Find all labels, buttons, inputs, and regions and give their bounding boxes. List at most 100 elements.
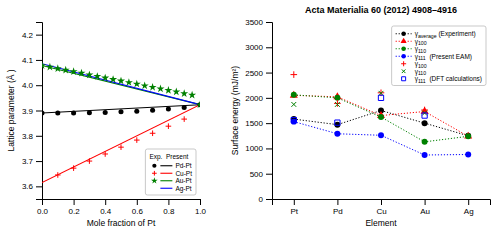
legend-line — [160, 173, 172, 174]
series-line — [294, 122, 468, 155]
data-point — [182, 105, 187, 110]
legend: Exp. PresentPd-PtCu-PtAu-PtAg-Pt — [145, 149, 196, 195]
tick-label: 3.9 — [22, 107, 34, 116]
tick-mark — [266, 148, 272, 149]
data-point — [71, 111, 76, 116]
tick-mark — [425, 199, 426, 205]
data-point — [378, 95, 383, 100]
data-point — [166, 106, 171, 111]
tick: 3.8 — [22, 132, 42, 141]
data-point — [164, 86, 172, 94]
data-point — [291, 119, 297, 125]
tick: 1500 — [245, 119, 272, 128]
legend-marker — [402, 69, 406, 73]
tick-mark — [36, 60, 42, 61]
panel: 3.63.73.83.94.04.14.20.00.20.40.60.81.0M… — [6, 23, 207, 229]
data-point — [465, 133, 471, 139]
data-point — [464, 132, 472, 139]
chart-container: 3.63.73.83.94.04.14.20.00.20.40.60.81.0M… — [0, 0, 499, 231]
data-point — [188, 91, 196, 99]
data-point — [42, 61, 46, 69]
data-point — [77, 69, 85, 77]
tick-label: 3.6 — [22, 182, 34, 191]
data-point — [87, 158, 93, 164]
tick: 4.1 — [22, 56, 42, 65]
tick: 0.4 — [100, 199, 112, 216]
tick: 500 — [250, 170, 272, 179]
tick-label: Au — [420, 207, 430, 216]
data-point — [87, 110, 92, 115]
data-point — [334, 95, 340, 101]
data-point — [421, 107, 428, 114]
data-point — [118, 109, 123, 114]
tick: Au — [420, 199, 430, 216]
legend-line — [160, 180, 172, 181]
series-line — [294, 95, 468, 136]
data-point — [172, 88, 180, 96]
data-point — [196, 100, 200, 108]
legend-item: Cu-Pt — [152, 170, 192, 177]
data-point — [465, 152, 471, 158]
tick-label: Ag — [464, 207, 474, 216]
data-point — [290, 91, 298, 98]
tick-mark — [266, 73, 272, 74]
data-point — [55, 172, 61, 178]
data-point — [150, 108, 155, 113]
data-point — [378, 132, 384, 138]
data-point — [378, 114, 384, 120]
data-point — [117, 77, 125, 85]
data-point — [103, 110, 108, 115]
tick-label: 0.2 — [69, 207, 81, 216]
tick: 0.2 — [69, 199, 81, 216]
x-axis-title: Mole fraction of Pt — [87, 218, 156, 228]
tick-label: 1.0 — [195, 207, 207, 216]
y-axis-title: Lattice parameter (Å ) — [6, 69, 16, 151]
data-point — [422, 113, 427, 118]
tick-label: 3000 — [245, 43, 263, 52]
legend-marker — [401, 54, 406, 59]
legend-item: Pd-Pt — [152, 162, 192, 169]
series-line — [42, 105, 200, 183]
tick: 4.0 — [22, 81, 42, 90]
data-point — [134, 137, 140, 143]
tick-mark — [36, 161, 42, 162]
tick-mark — [36, 136, 42, 137]
data-point — [85, 71, 93, 79]
panel: 0500100015002000250030003500PtPdCuAuAgEl… — [230, 5, 491, 228]
legend: γaverage (Experiment)γ100γ110γ111 (Prese… — [392, 26, 486, 86]
data-point — [291, 92, 297, 98]
data-point — [422, 139, 428, 145]
data-point — [291, 117, 296, 122]
legend-marker — [152, 164, 156, 168]
tick-label: Pd — [333, 207, 343, 216]
data-point — [422, 120, 428, 126]
tick-mark — [105, 199, 106, 205]
legend-box — [145, 149, 196, 195]
tick-label: 1000 — [245, 144, 263, 153]
tick: 0.8 — [163, 199, 175, 216]
tick-label: Cu — [376, 207, 386, 216]
legend-item: γaverage (Experiment) — [396, 30, 476, 39]
data-point — [102, 151, 108, 157]
legend-label: γ111 (DFT calculations) — [415, 75, 482, 84]
tick-mark — [36, 186, 42, 187]
legend-label: Pd-Pt — [175, 162, 191, 169]
tick-mark — [168, 199, 169, 205]
tick: Pd — [333, 199, 343, 216]
data-point — [55, 111, 60, 116]
data-point — [54, 64, 62, 72]
series-line — [294, 111, 468, 136]
tick-label: 3.8 — [22, 132, 34, 141]
tick-label: Pt — [291, 207, 299, 216]
tick: 0 — [259, 195, 272, 204]
data-point — [422, 152, 428, 158]
tick-mark — [266, 22, 272, 23]
data-point — [42, 111, 45, 116]
legend-marker — [401, 38, 407, 43]
data-point — [334, 131, 340, 137]
tick: 3500 — [245, 18, 272, 27]
axis: 0500100015002000250030003500 — [245, 18, 272, 204]
tick: Ag — [464, 199, 474, 216]
tick-mark — [137, 199, 138, 205]
chart-svg: 3.63.73.83.94.04.14.20.00.20.40.60.81.0M… — [0, 0, 499, 231]
